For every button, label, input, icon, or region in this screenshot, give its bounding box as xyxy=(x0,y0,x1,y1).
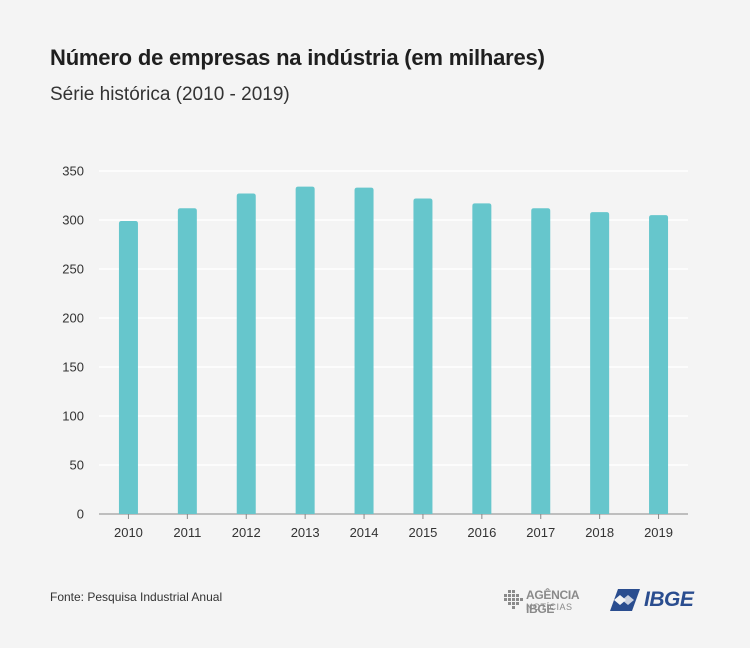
bar xyxy=(354,187,374,514)
chart-subtitle: Série histórica (2010 - 2019) xyxy=(50,84,290,105)
bar xyxy=(118,220,138,515)
bar xyxy=(531,208,551,515)
x-tick-label: 2011 xyxy=(173,525,201,540)
y-tick-label: 250 xyxy=(62,262,84,277)
y-tick-label: 200 xyxy=(62,311,84,326)
bar xyxy=(413,198,433,514)
x-tick-label: 2016 xyxy=(467,525,496,540)
x-tick-label: 2013 xyxy=(291,525,320,540)
y-tick-label: 300 xyxy=(62,213,84,228)
x-tick-label: 2018 xyxy=(585,525,614,540)
ibge-logo: IBGE xyxy=(606,587,702,613)
y-tick-label: 0 xyxy=(77,507,84,522)
y-tick-label: 50 xyxy=(70,458,84,473)
x-tick-label: 2012 xyxy=(232,525,261,540)
bar xyxy=(177,208,197,515)
bar xyxy=(472,203,492,514)
chart-title: Número de empresas na indústria (em milh… xyxy=(50,45,545,70)
y-tick-label: 100 xyxy=(62,409,84,424)
bar xyxy=(236,193,256,515)
agencia-label: AGÊNCIA IBGE xyxy=(526,588,579,616)
x-tick-label: 2017 xyxy=(526,525,555,540)
agencia-ibge-logo: AGÊNCIA IBGE NOTÍCIAS xyxy=(502,588,602,616)
x-tick-label: 2019 xyxy=(644,525,673,540)
source-note: Fonte: Pesquisa Industrial Anual xyxy=(50,590,223,604)
x-tick-label: 2015 xyxy=(408,525,437,540)
ibge-mark-icon xyxy=(610,589,640,611)
bar xyxy=(649,215,669,514)
noticias-label: NOTÍCIAS xyxy=(526,602,573,612)
ibge-wordmark: IBGE xyxy=(644,588,694,611)
y-tick-label: 150 xyxy=(62,360,84,375)
bar xyxy=(590,212,610,514)
y-tick-label: 350 xyxy=(62,164,84,179)
x-tick-label: 2010 xyxy=(114,525,143,540)
bar xyxy=(295,186,315,514)
agencia-mark-icon xyxy=(504,590,523,609)
x-tick-label: 2014 xyxy=(350,525,379,540)
